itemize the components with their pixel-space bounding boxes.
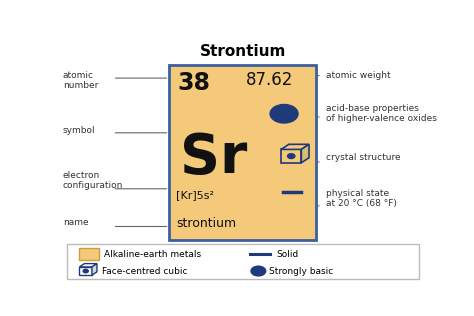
- Polygon shape: [301, 144, 309, 163]
- Text: [Kr]5s²: [Kr]5s²: [176, 190, 214, 200]
- Polygon shape: [281, 149, 301, 163]
- Text: Alkaline-earth metals: Alkaline-earth metals: [104, 250, 201, 258]
- Text: physical state
at 20 °C (68 °F): physical state at 20 °C (68 °F): [326, 189, 396, 208]
- Text: strontium: strontium: [176, 217, 236, 230]
- Text: electron
configuration: electron configuration: [63, 171, 123, 190]
- Text: Face-centred cubic: Face-centred cubic: [102, 266, 188, 276]
- FancyBboxPatch shape: [66, 244, 419, 279]
- Text: symbol: symbol: [63, 126, 96, 135]
- Text: Strontium: Strontium: [200, 44, 286, 59]
- Polygon shape: [80, 264, 97, 267]
- Polygon shape: [80, 267, 92, 275]
- Text: 38: 38: [178, 71, 210, 95]
- Text: atomic weight: atomic weight: [326, 71, 390, 80]
- Circle shape: [270, 105, 298, 123]
- Text: name: name: [63, 218, 89, 227]
- Text: Sr: Sr: [180, 131, 247, 185]
- Circle shape: [251, 266, 266, 276]
- FancyBboxPatch shape: [80, 248, 99, 260]
- Text: acid-base properties
of higher-valence oxides: acid-base properties of higher-valence o…: [326, 104, 437, 123]
- Text: Strongly basic: Strongly basic: [269, 266, 334, 276]
- Text: 87.62: 87.62: [246, 71, 293, 89]
- Text: atomic
number: atomic number: [63, 71, 98, 90]
- Circle shape: [83, 269, 88, 273]
- Polygon shape: [92, 264, 97, 275]
- Polygon shape: [281, 144, 309, 149]
- Circle shape: [288, 154, 295, 159]
- FancyBboxPatch shape: [169, 65, 316, 240]
- Text: crystal structure: crystal structure: [326, 153, 400, 162]
- Text: Solid: Solid: [276, 250, 298, 258]
